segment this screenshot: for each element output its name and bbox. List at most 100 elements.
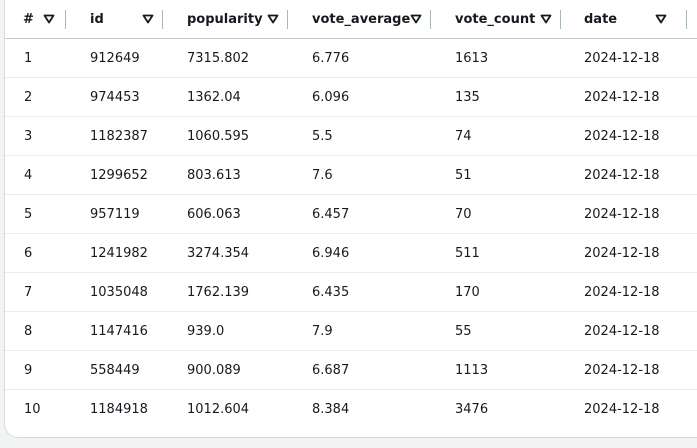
vote-count-cell: 1613 [431, 38, 561, 78]
vote-average-cell: 6.435 [288, 272, 431, 312]
id-cell: 1241982 [66, 233, 163, 273]
row-number-cell: 8 [5, 311, 66, 351]
table-body: 1 912649 7315.802 6.776 1613 2024-12-18 2 97445… [5, 38, 697, 429]
cell-value: 1113 [455, 362, 489, 378]
popularity-cell: 7315.802 [163, 38, 288, 78]
table-row[interactable]: 6 1241982 3274.354 6.946 511 2024-12-18 [5, 233, 697, 273]
id-cell: 1182387 [66, 116, 163, 156]
cell-value: 6.096 [312, 89, 350, 105]
cell-value: 5.5 [312, 128, 333, 144]
vote-average-cell: 6.687 [288, 350, 431, 390]
sort-descending-icon[interactable] [540, 14, 552, 24]
cell-value: 7315.802 [187, 50, 250, 66]
id-cell: 1035048 [66, 272, 163, 312]
column-resize-handle[interactable] [287, 10, 288, 29]
vote-count-cell: 51 [431, 155, 561, 195]
column-header-label: date [584, 11, 618, 27]
date-cell: 2024-12-18 [561, 116, 697, 156]
cell-value: 3 [24, 128, 33, 144]
table-row[interactable]: 1 912649 7315.802 6.776 1613 2024-12-18 [5, 38, 697, 78]
cell-value: 511 [455, 245, 480, 261]
cell-value: 1012.604 [187, 401, 250, 417]
popularity-cell: 939.0 [163, 311, 288, 351]
column-header-vote-average[interactable]: vote_average [288, 0, 431, 39]
id-cell: 1184918 [66, 390, 163, 429]
cell-value: 7.6 [312, 167, 333, 183]
sort-descending-icon[interactable] [410, 14, 422, 24]
column-header-vote-count[interactable]: vote_count [431, 0, 561, 39]
vote-average-cell: 6.776 [288, 38, 431, 78]
cell-value: 974453 [90, 89, 140, 105]
column-resize-handle[interactable] [686, 10, 687, 29]
column-header-popularity[interactable]: popularity [163, 0, 288, 39]
vote-count-cell: 511 [431, 233, 561, 273]
results-panel: # id [4, 0, 697, 438]
cell-value: 3476 [455, 401, 489, 417]
vote-average-cell: 6.096 [288, 77, 431, 117]
cell-value: 6.946 [312, 245, 350, 261]
cell-value: 1147416 [90, 323, 148, 339]
cell-value: 1060.595 [187, 128, 250, 144]
cell-value: 6.687 [312, 362, 350, 378]
column-resize-handle[interactable] [65, 10, 66, 29]
column-resize-handle[interactable] [162, 10, 163, 29]
cell-value: 2024-12-18 [584, 128, 660, 144]
table-row[interactable]: 9 558449 900.089 6.687 1113 2024-12-18 [5, 350, 697, 390]
column-header-id[interactable]: id [66, 0, 163, 39]
table-header: # id [5, 0, 697, 39]
date-cell: 2024-12-18 [561, 272, 697, 312]
row-number-cell: 3 [5, 116, 66, 156]
table-row[interactable]: 3 1182387 1060.595 5.5 74 2024-12-18 [5, 116, 697, 156]
cell-value: 2024-12-18 [584, 50, 660, 66]
date-cell: 2024-12-18 [561, 38, 697, 78]
column-resize-handle[interactable] [430, 10, 431, 29]
vote-count-cell: 74 [431, 116, 561, 156]
id-cell: 558449 [66, 350, 163, 390]
sort-descending-icon[interactable] [43, 14, 55, 24]
column-header-label: popularity [187, 11, 263, 27]
popularity-cell: 1762.139 [163, 272, 288, 312]
cell-value: 2024-12-18 [584, 89, 660, 105]
cell-value: 6 [24, 245, 33, 261]
table-row[interactable]: 7 1035048 1762.139 6.435 170 2024-12-18 [5, 272, 697, 312]
table-row[interactable]: 8 1147416 939.0 7.9 55 2024-12-18 [5, 311, 697, 351]
cell-value: 6.457 [312, 206, 350, 222]
table-row[interactable]: 5 957119 606.063 6.457 70 2024-12-18 [5, 194, 697, 234]
sort-descending-icon[interactable] [655, 14, 667, 24]
vote-count-cell: 55 [431, 311, 561, 351]
column-resize-handle[interactable] [560, 10, 561, 29]
vote-average-cell: 6.457 [288, 194, 431, 234]
row-number-cell: 6 [5, 233, 66, 273]
cell-value: 2024-12-18 [584, 362, 660, 378]
vote-average-cell: 5.5 [288, 116, 431, 156]
cell-value: 51 [455, 167, 472, 183]
table-row[interactable]: 2 974453 1362.04 6.096 135 2024-12-18 [5, 77, 697, 117]
row-number-cell: 4 [5, 155, 66, 195]
row-number-cell: 2 [5, 77, 66, 117]
sort-descending-icon[interactable] [142, 14, 154, 24]
row-number-cell: 7 [5, 272, 66, 312]
vote-average-cell: 6.946 [288, 233, 431, 273]
cell-value: 957119 [90, 206, 140, 222]
column-header-row-number[interactable]: # [5, 0, 66, 39]
cell-value: 6.776 [312, 50, 350, 66]
cell-value: 70 [455, 206, 472, 222]
column-header-label: id [90, 11, 104, 27]
cell-value: 135 [455, 89, 480, 105]
table-row[interactable]: 10 1184918 1012.604 8.384 3476 2024-12-18 [5, 390, 697, 429]
date-cell: 2024-12-18 [561, 77, 697, 117]
table-row[interactable]: 4 1299652 803.613 7.6 51 2024-12-18 [5, 155, 697, 195]
popularity-cell: 803.613 [163, 155, 288, 195]
cell-value: 3274.354 [187, 245, 250, 261]
popularity-cell: 900.089 [163, 350, 288, 390]
cell-value: 9 [24, 362, 33, 378]
cell-value: 2024-12-18 [584, 245, 660, 261]
sort-descending-icon[interactable] [267, 14, 279, 24]
date-cell: 2024-12-18 [561, 390, 697, 429]
cell-value: 1613 [455, 50, 489, 66]
column-header-label: vote_count [455, 11, 536, 27]
column-header-label: vote_average [312, 11, 411, 27]
cell-value: 2024-12-18 [584, 323, 660, 339]
id-cell: 974453 [66, 77, 163, 117]
column-header-date[interactable]: date [561, 0, 697, 39]
